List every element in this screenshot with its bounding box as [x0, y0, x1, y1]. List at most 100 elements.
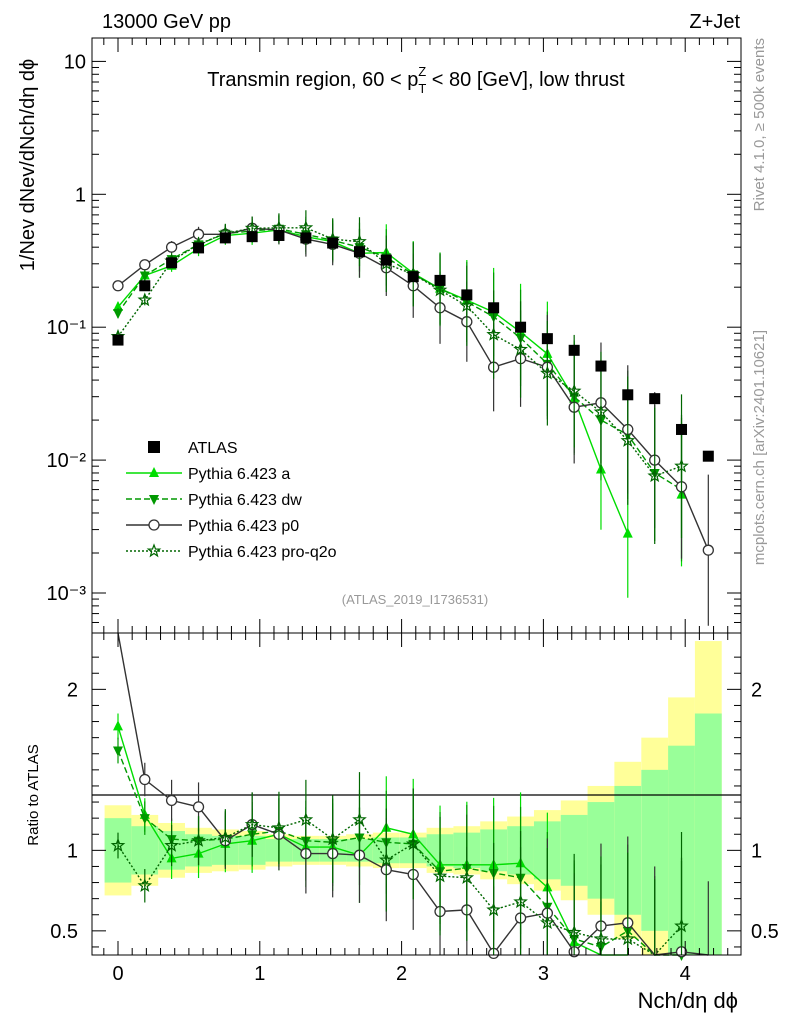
ratio-series-line — [117, 750, 682, 956]
atlas-point — [300, 232, 312, 244]
series-point — [139, 271, 150, 282]
ratio-point — [139, 773, 151, 786]
atlas-point — [541, 333, 553, 345]
ratio-panel: 0.5 0.5 1 1 2 2 0 1 2 3 4 Ratio to ATLAS Nch/dη d… — [25, 632, 779, 1013]
series-line — [118, 230, 682, 534]
series-point — [112, 280, 124, 292]
legend-label: Pythia 6.423 p0 — [188, 518, 299, 535]
y-tick-label: 10⁻² — [47, 450, 87, 472]
atlas-point — [461, 289, 473, 301]
legend-marker — [149, 467, 159, 477]
series-point — [513, 341, 528, 356]
series-point — [674, 458, 689, 473]
series-point — [244, 220, 260, 235]
ratio-point — [298, 812, 314, 826]
series-line — [117, 227, 682, 477]
ratio-y-axis: 0.5 0.5 1 1 2 2 — [50, 656, 779, 948]
legend-marker — [148, 441, 160, 453]
ratio-point — [325, 831, 340, 846]
atlas-point — [327, 237, 339, 249]
ratio-point — [137, 878, 153, 892]
ratio-point — [191, 832, 206, 847]
atlas-point — [407, 271, 419, 283]
ratio-data-marks — [110, 632, 709, 961]
atlas-point — [166, 257, 178, 269]
header-right-label: Z+Jet — [689, 11, 740, 33]
ratio-point — [244, 816, 260, 831]
header-left-label: 13000 GeV pp — [102, 11, 231, 33]
atlas-point — [515, 321, 527, 333]
x-tick-label: 2 — [396, 963, 407, 985]
atlas-point — [649, 393, 661, 405]
ratio-point — [378, 852, 394, 867]
y-tick-label: 10⁻³ — [47, 583, 87, 605]
series-point — [702, 544, 714, 556]
ratio-tick-label: 2 — [751, 679, 762, 701]
ratio-series-line — [117, 726, 628, 956]
legend-marker — [146, 543, 162, 558]
ratio-frame — [91, 632, 742, 956]
main-panel: 10⁻³ 10⁻² 10⁻¹ 1 10 Transmin region, 60 < pT… — [17, 37, 742, 634]
ratio-point — [352, 812, 367, 826]
x-tick-label: 0 — [112, 963, 123, 985]
ratio-point — [271, 820, 287, 835]
y-axis-label: 1/Nev dNev/dNch/dη dϕ — [17, 59, 39, 271]
legend-label: Pythia 6.423 pro-q2o — [188, 544, 337, 561]
ratio-tick-label: 1 — [67, 840, 78, 862]
y-tick-label: 1 — [75, 184, 86, 206]
series-point — [540, 365, 555, 380]
atlas-point — [139, 280, 151, 292]
atlas-point — [434, 274, 446, 286]
series-point — [620, 433, 636, 447]
ratio-tick-label: 2 — [67, 679, 78, 701]
series-point — [432, 282, 448, 297]
series-point — [298, 220, 314, 234]
y-tick-label: 10 — [64, 51, 86, 73]
ratio-point — [113, 746, 123, 757]
ratio-point — [192, 801, 205, 813]
legend-label: Pythia 6.423 dw — [188, 492, 302, 509]
ratio-point — [113, 720, 123, 731]
ratio-x-axis: 0 1 2 3 4 — [103, 633, 729, 985]
ratio-point — [432, 868, 448, 883]
atlas-point — [702, 450, 714, 462]
atlas-point — [380, 254, 392, 266]
ratio-point — [593, 931, 609, 946]
series-point — [566, 383, 582, 398]
atlas-point — [676, 423, 688, 435]
analysis-label: (ATLAS_2019_I1736531) — [342, 592, 488, 607]
series-line — [117, 228, 682, 491]
atlas-point — [353, 246, 365, 258]
atlas-point — [246, 231, 258, 243]
legend-marker — [148, 519, 160, 531]
legend-label: ATLAS — [188, 440, 238, 457]
ratio-tick-label: 1 — [751, 840, 762, 862]
ratio-point — [540, 915, 555, 930]
main-y-axis: 10⁻³ 10⁻² 10⁻¹ 1 10 — [47, 51, 741, 634]
ratio-uncertainty-bands — [104, 641, 722, 955]
x-tick-label: 1 — [254, 963, 265, 985]
ratio-point — [620, 931, 636, 946]
series-point — [459, 298, 475, 312]
x-tick-label: 4 — [680, 963, 691, 985]
ratio-tick-label: 0.5 — [751, 921, 779, 943]
ratio-point — [674, 918, 689, 933]
atlas-point — [112, 334, 124, 346]
ratio-point — [486, 902, 501, 917]
legend: ATLAS Pythia 6.423 a Pythia 6.423 dw Pythia… — [126, 440, 337, 561]
series-point — [622, 527, 633, 538]
atlas-point — [622, 389, 634, 401]
main-data-marks — [110, 210, 714, 626]
atlas-point — [595, 360, 607, 372]
ratio-y-axis-label: Ratio to ATLAS — [25, 744, 42, 845]
ratio-series-line — [117, 818, 683, 956]
ratio-point — [405, 836, 421, 851]
series-point — [647, 468, 663, 483]
series-point — [113, 308, 123, 319]
atlas-point — [193, 242, 205, 254]
ratio-point — [566, 924, 582, 939]
ratio-point — [459, 869, 475, 885]
series-point — [139, 259, 151, 271]
series-point — [352, 234, 367, 248]
